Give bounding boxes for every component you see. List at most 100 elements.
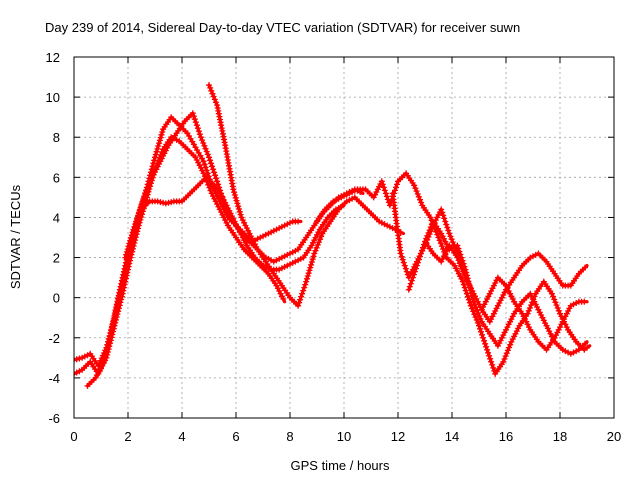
y-tick-label: 2 — [53, 251, 60, 266]
data-point — [175, 131, 179, 135]
data-point — [431, 220, 435, 223]
data-point — [488, 292, 492, 296]
data-point — [256, 248, 259, 251]
data-point — [248, 240, 251, 243]
y-tick-label: -4 — [48, 371, 60, 386]
x-tick-label: 2 — [124, 429, 131, 444]
data-point — [561, 284, 565, 287]
data-point — [288, 252, 292, 255]
data-point — [283, 224, 286, 227]
x-tick-label: 10 — [337, 429, 351, 444]
data-point — [501, 360, 505, 364]
data-point — [80, 356, 84, 360]
data-point — [207, 83, 211, 87]
data-point — [191, 111, 195, 115]
data-point — [329, 220, 332, 223]
data-point — [261, 264, 265, 267]
data-point — [464, 276, 467, 279]
data-point — [407, 276, 411, 279]
data-point — [240, 216, 243, 219]
data-point — [169, 115, 173, 119]
data-point — [439, 260, 443, 263]
data-point — [537, 252, 540, 255]
data-point — [218, 208, 222, 211]
data-point — [380, 179, 384, 183]
data-point — [321, 232, 324, 235]
data-point — [237, 228, 241, 231]
data-point — [534, 292, 538, 296]
data-point — [312, 252, 316, 255]
data-point — [272, 272, 276, 275]
data-point — [88, 352, 92, 356]
data-point — [496, 344, 500, 348]
data-point — [550, 292, 554, 296]
data-point — [204, 175, 208, 179]
y-axis-title: SDTVAR / TECUs — [8, 184, 23, 289]
data-point — [177, 139, 181, 143]
data-point — [353, 196, 357, 199]
data-point — [318, 228, 322, 231]
data-point — [480, 308, 484, 312]
x-axis-title: GPS time / hours — [291, 458, 390, 473]
data-point — [372, 196, 376, 199]
data-point — [345, 200, 349, 203]
data-point — [537, 308, 540, 312]
data-point — [194, 145, 197, 149]
plot-area — [74, 82, 592, 389]
data-point — [210, 192, 214, 195]
data-point — [558, 312, 562, 316]
data-point — [545, 348, 548, 352]
x-tick-label: 14 — [445, 429, 459, 444]
grid-lines — [74, 57, 614, 418]
data-point — [439, 232, 443, 235]
data-point — [585, 340, 589, 344]
data-point — [186, 131, 189, 135]
data-point — [296, 304, 300, 308]
data-point — [267, 272, 270, 275]
data-point — [520, 264, 524, 267]
y-tick-label: 6 — [53, 170, 60, 185]
data-point — [288, 296, 292, 300]
data-point — [472, 300, 475, 304]
data-point — [202, 171, 206, 175]
data-point — [234, 236, 238, 239]
data-point — [280, 256, 284, 259]
data-point — [132, 228, 135, 231]
data-point — [356, 188, 359, 191]
data-point — [561, 320, 565, 324]
data-point — [402, 232, 405, 235]
chart-title: Day 239 of 2014, Sidereal Day-to-day VTE… — [45, 20, 520, 35]
data-point — [512, 300, 516, 304]
data-point — [456, 256, 459, 259]
data-point — [277, 268, 281, 271]
data-point — [553, 272, 556, 275]
data-point — [537, 340, 540, 344]
data-point — [229, 212, 233, 215]
series-group — [74, 82, 592, 389]
data-point — [267, 232, 270, 235]
data-point — [215, 103, 219, 107]
data-point — [186, 147, 189, 151]
x-tick-label: 4 — [178, 429, 185, 444]
data-point — [199, 135, 203, 139]
data-point — [196, 184, 200, 187]
data-point — [545, 324, 548, 328]
data-point — [437, 236, 440, 239]
data-point — [296, 248, 300, 251]
data-point — [302, 256, 305, 259]
data-point — [142, 196, 146, 199]
data-point — [207, 155, 211, 159]
data-point — [488, 320, 492, 324]
data-point — [520, 312, 524, 316]
data-point — [283, 300, 286, 304]
data-point — [348, 192, 351, 195]
data-point — [461, 280, 465, 283]
data-point — [304, 236, 308, 239]
data-point — [447, 232, 451, 235]
data-point — [585, 300, 589, 304]
data-point — [275, 228, 278, 231]
data-point — [520, 300, 524, 304]
data-point — [110, 326, 114, 330]
data-point — [423, 240, 427, 243]
data-point — [326, 216, 330, 219]
